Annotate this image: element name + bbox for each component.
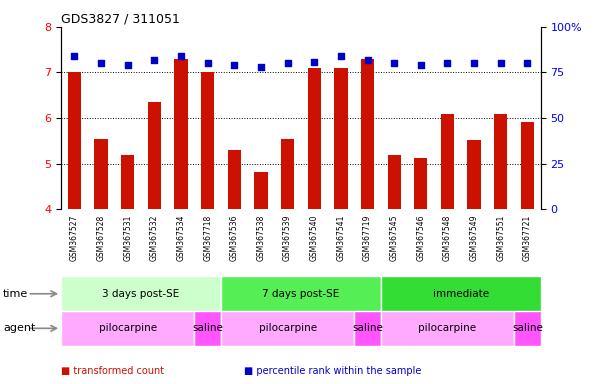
Text: pilocarpine: pilocarpine <box>419 323 477 333</box>
Bar <box>354 311 381 346</box>
Text: agent: agent <box>3 323 35 333</box>
Text: GSM367548: GSM367548 <box>443 215 452 261</box>
Text: GSM367721: GSM367721 <box>523 215 532 261</box>
Bar <box>148 102 161 209</box>
Bar <box>381 311 514 346</box>
Point <box>363 57 373 63</box>
Point <box>229 62 239 68</box>
Text: ■ transformed count: ■ transformed count <box>61 366 164 376</box>
Bar <box>281 139 295 209</box>
Bar <box>307 68 321 209</box>
Text: time: time <box>3 289 28 299</box>
Bar <box>228 150 241 209</box>
Text: GSM367528: GSM367528 <box>97 215 106 261</box>
Bar <box>494 114 507 209</box>
Text: ■ percentile rank within the sample: ■ percentile rank within the sample <box>244 366 422 376</box>
Text: GSM367549: GSM367549 <box>470 215 478 261</box>
Point <box>522 60 532 66</box>
Bar <box>121 155 134 209</box>
Point <box>309 58 319 65</box>
Bar <box>414 158 428 209</box>
Text: GDS3827 / 311051: GDS3827 / 311051 <box>61 13 180 26</box>
Text: GSM367540: GSM367540 <box>310 215 319 261</box>
Bar <box>221 311 354 346</box>
Bar <box>194 311 221 346</box>
Text: saline: saline <box>192 323 223 333</box>
Bar <box>61 276 221 311</box>
Bar <box>387 156 401 209</box>
Bar <box>334 68 348 209</box>
Text: GSM367718: GSM367718 <box>203 215 212 261</box>
Text: GSM367545: GSM367545 <box>390 215 399 261</box>
Text: GSM367719: GSM367719 <box>363 215 372 261</box>
Point <box>336 53 346 59</box>
Text: GSM367536: GSM367536 <box>230 215 239 261</box>
Bar <box>68 73 81 209</box>
Text: 3 days post-SE: 3 days post-SE <box>103 289 180 299</box>
Text: saline: saline <box>352 323 383 333</box>
Point <box>416 62 426 68</box>
Point <box>203 60 213 66</box>
Text: pilocarpine: pilocarpine <box>98 323 157 333</box>
Text: GSM367541: GSM367541 <box>337 215 345 261</box>
Point <box>442 60 452 66</box>
Text: GSM367551: GSM367551 <box>496 215 505 261</box>
Point <box>469 60 479 66</box>
Text: 7 days post-SE: 7 days post-SE <box>262 289 340 299</box>
Bar <box>381 276 541 311</box>
Text: GSM367546: GSM367546 <box>416 215 425 261</box>
Bar <box>441 114 454 209</box>
Point <box>256 64 266 70</box>
Bar <box>467 140 481 209</box>
Point <box>70 53 79 59</box>
Point <box>283 60 293 66</box>
Bar <box>221 276 381 311</box>
Point <box>389 60 399 66</box>
Bar <box>521 122 534 209</box>
Text: pilocarpine: pilocarpine <box>258 323 316 333</box>
Bar <box>201 73 214 209</box>
Bar <box>95 139 108 209</box>
Point <box>496 60 506 66</box>
Text: saline: saline <box>512 323 543 333</box>
Point <box>176 53 186 59</box>
Bar <box>61 311 194 346</box>
Text: GSM367534: GSM367534 <box>177 215 186 261</box>
Bar <box>254 172 268 209</box>
Text: GSM367531: GSM367531 <box>123 215 132 261</box>
Bar <box>361 59 374 209</box>
Bar <box>174 59 188 209</box>
Text: GSM367538: GSM367538 <box>257 215 265 261</box>
Bar <box>514 311 541 346</box>
Text: immediate: immediate <box>433 289 489 299</box>
Text: GSM367527: GSM367527 <box>70 215 79 261</box>
Point <box>96 60 106 66</box>
Text: GSM367532: GSM367532 <box>150 215 159 261</box>
Point <box>123 62 133 68</box>
Text: GSM367539: GSM367539 <box>283 215 292 261</box>
Point <box>150 57 159 63</box>
